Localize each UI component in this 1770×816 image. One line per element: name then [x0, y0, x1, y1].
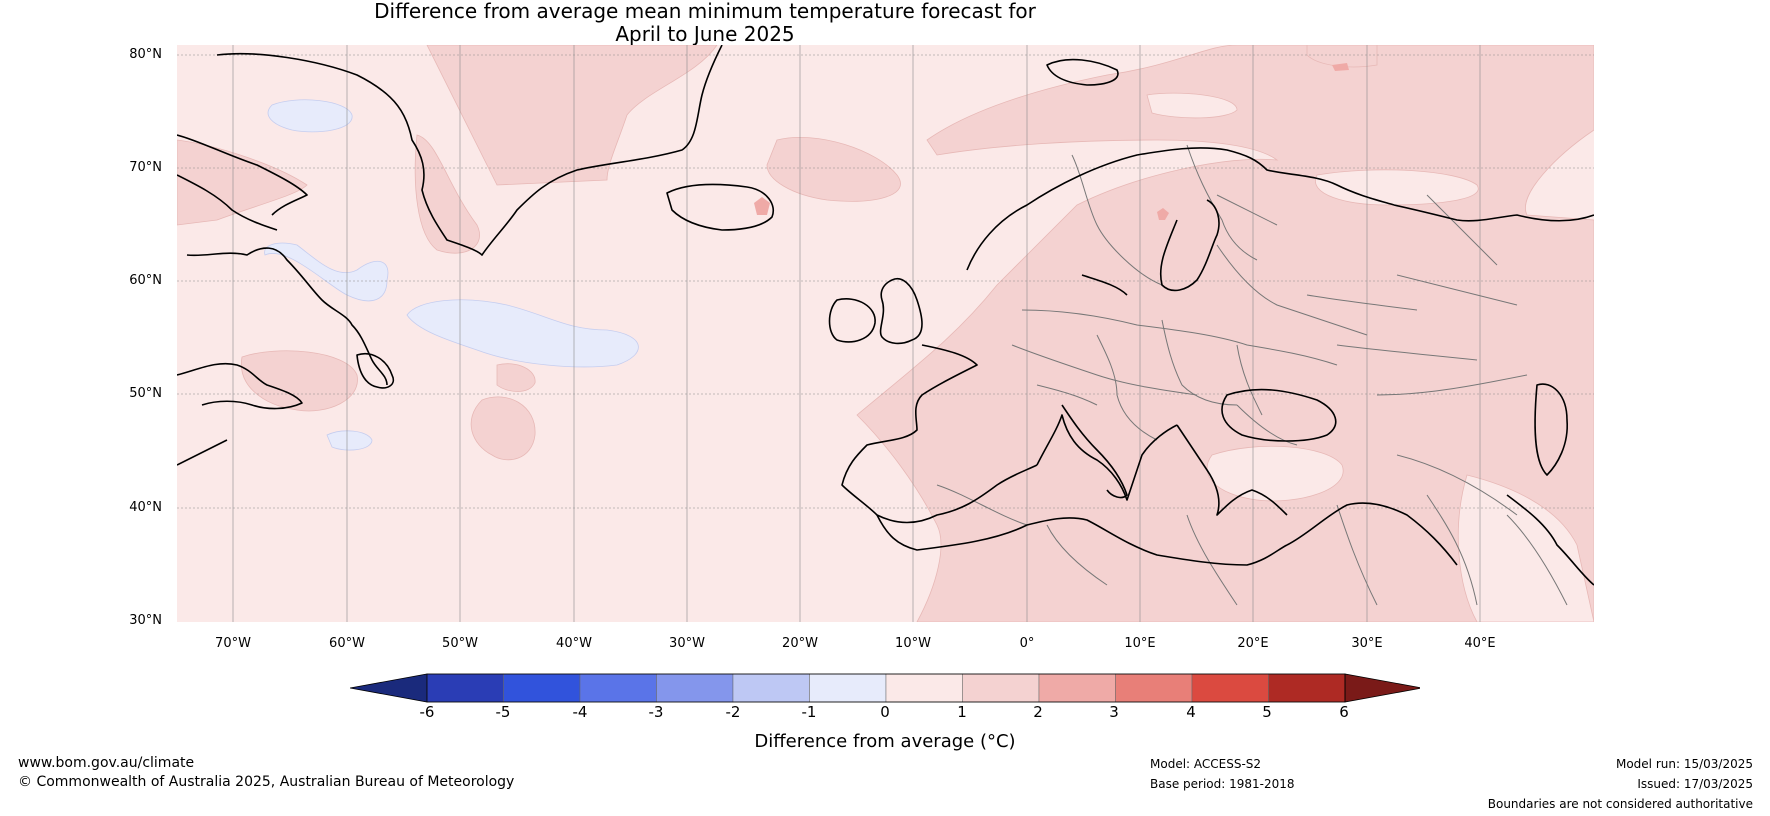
colorbar-tick-minus6: -6 — [419, 703, 435, 721]
lat-label-40n: 40°N — [129, 500, 162, 515]
lat-label-70n: 70°N — [129, 160, 162, 175]
lon-label-60w: 60°W — [329, 636, 365, 651]
model-text: Model: ACCESS-S2 — [1150, 757, 1262, 771]
lat-label-80n: 80°N — [129, 47, 162, 62]
colorbar-segment — [426, 673, 504, 703]
title-line-1: Difference from average mean minimum tem… — [374, 0, 1036, 23]
colorbar-segment — [1038, 673, 1116, 703]
colorbar-segment — [656, 673, 734, 703]
anomaly-0-to-1-holes — [1146, 92, 1594, 622]
lat-label-60n: 60°N — [129, 273, 162, 288]
copyright-text: © Commonwealth of Australia 2025, Austra… — [18, 774, 515, 790]
colorbar-extend-low — [350, 673, 428, 703]
lon-label-50w: 50°W — [442, 636, 478, 651]
colorbar-tick-5: 5 — [1262, 703, 1272, 721]
lon-label-20w: 20°W — [782, 636, 818, 651]
website-text: www.bom.gov.au/climate — [18, 755, 195, 771]
colorbar-tick-6: 6 — [1339, 703, 1349, 721]
chart-title: Difference from average mean minimum tem… — [0, 0, 1410, 46]
colorbar-tick-minus5: -5 — [495, 703, 511, 721]
lon-label-10e: 10°E — [1124, 636, 1156, 651]
title-line-2: April to June 2025 — [615, 22, 795, 46]
colorbar-segment — [1115, 673, 1193, 703]
lon-label-70w: 70°W — [215, 636, 251, 651]
map-svg — [177, 45, 1594, 622]
lon-label-0: 0° — [1019, 636, 1035, 651]
colorbar-tick-minus3: -3 — [648, 703, 664, 721]
forecast-map — [177, 45, 1594, 622]
anomaly-minus1-to-0-regions — [264, 99, 639, 451]
lon-label-40w: 40°W — [556, 636, 592, 651]
base-period-text: Base period: 1981-2018 — [1150, 777, 1295, 791]
colorbar-tick-1: 1 — [957, 703, 967, 721]
colorbar-segment — [1268, 673, 1346, 703]
graticule — [177, 45, 1594, 622]
colorbar-segment — [1191, 673, 1269, 703]
colorbar-outline — [426, 673, 1346, 703]
colorbar-tick-2: 2 — [1033, 703, 1043, 721]
lon-label-30e: 30°E — [1351, 636, 1383, 651]
colorbar — [350, 673, 1420, 703]
colorbar-tick-minus2: -2 — [725, 703, 741, 721]
colorbar-segment — [962, 673, 1040, 703]
anomaly-2-to-3-spots — [754, 63, 1349, 220]
country-borders — [936, 144, 1568, 606]
colorbar-segment — [579, 673, 657, 703]
colorbar-tick-3: 3 — [1109, 703, 1119, 721]
disclaimer-text: Boundaries are not considered authoritat… — [1487, 797, 1753, 811]
colorbar-tick-0: 0 — [880, 703, 890, 721]
colorbar-segment — [885, 673, 963, 703]
colorbar-segment — [503, 673, 581, 703]
colorbar-tick-minus4: -4 — [572, 703, 588, 721]
lon-label-10w: 10°W — [895, 636, 931, 651]
lon-label-30w: 30°W — [669, 636, 705, 651]
coastlines — [177, 45, 1594, 586]
colorbar-segment — [732, 673, 810, 703]
lat-label-50n: 50°N — [129, 386, 162, 401]
model-run-text: Model run: 15/03/2025 — [1615, 757, 1753, 771]
colorbar-label: Difference from average (°C) — [754, 731, 1016, 752]
lon-label-20e: 20°E — [1237, 636, 1269, 651]
lon-label-40e: 40°E — [1464, 636, 1496, 651]
colorbar-segment — [809, 673, 887, 703]
issued-text: Issued: 17/03/2025 — [1637, 777, 1753, 791]
colorbar-extend-high — [1344, 673, 1420, 703]
colorbar-tick-minus1: -1 — [801, 703, 817, 721]
lat-label-30n: 30°N — [129, 613, 162, 628]
colorbar-tick-4: 4 — [1186, 703, 1196, 721]
